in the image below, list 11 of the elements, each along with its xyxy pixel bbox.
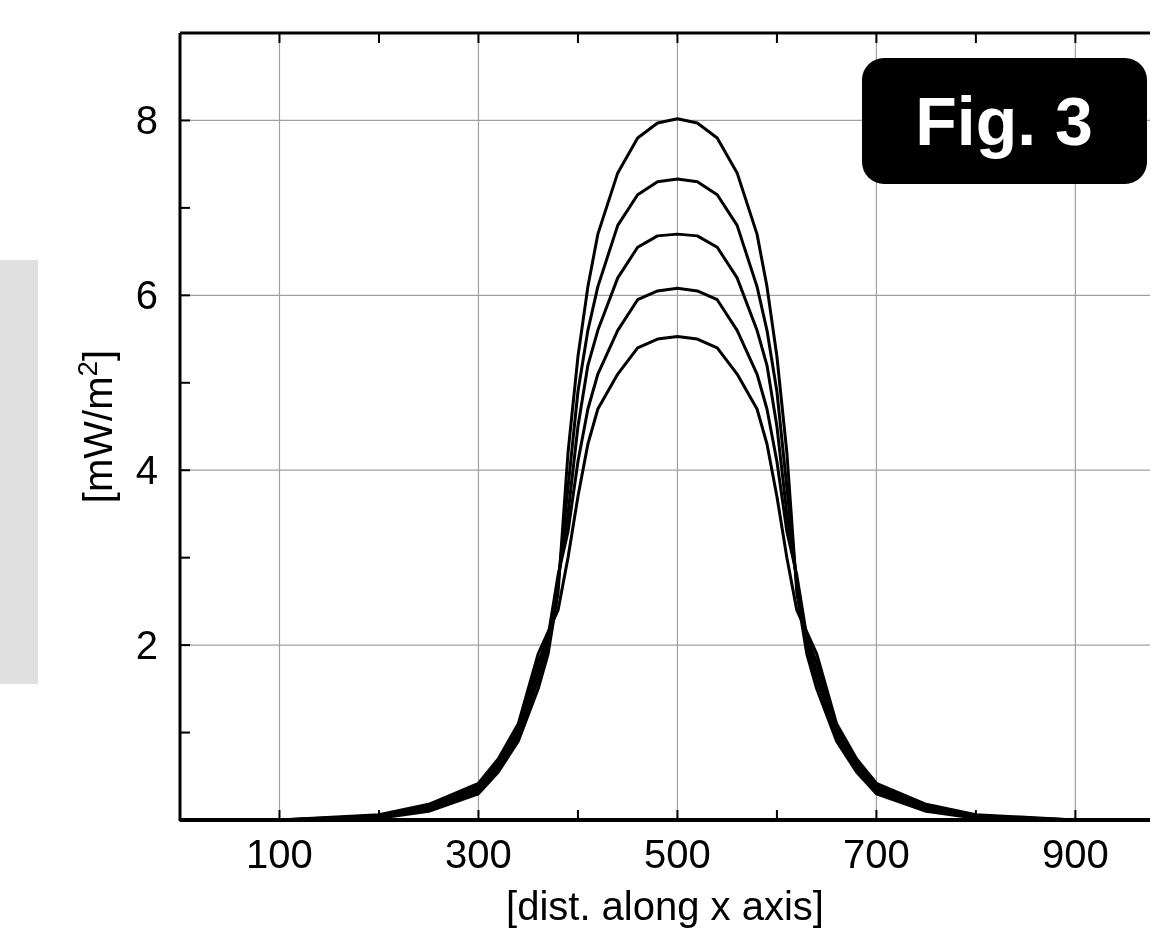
x-tick-label: 500	[644, 832, 711, 876]
x-tick-label: 700	[843, 832, 910, 876]
y-tick-label: 2	[135, 623, 158, 668]
y-tick-label: 6	[135, 273, 158, 318]
annotation: Fig. 3	[915, 82, 1093, 159]
x-tick-label: 100	[246, 832, 313, 876]
x-tick-label: 300	[445, 832, 512, 876]
y-tick-label: 8	[135, 98, 158, 143]
x-tick-label: 900	[1042, 832, 1109, 876]
y-tick-label: 4	[135, 448, 158, 493]
x-axis-title: [dist. along x axis]	[506, 884, 824, 928]
